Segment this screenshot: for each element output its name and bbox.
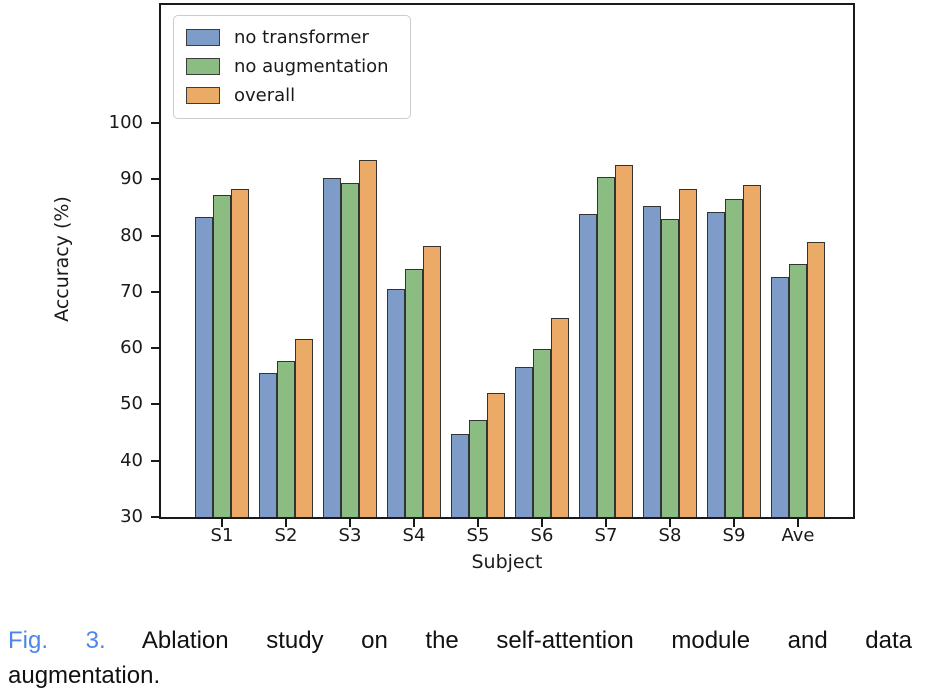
x-tick-mark-S5	[477, 518, 479, 527]
bar-S5-no-transformer	[451, 433, 469, 517]
y-axis-label-text: Accuracy (%)	[51, 196, 73, 322]
bar-S1-overall	[231, 188, 249, 517]
y-tick-label-80: 80	[120, 224, 143, 246]
bar-S3-no-augmentation	[341, 183, 359, 517]
y-tick-mark-100	[151, 122, 160, 125]
bar-S2-no-transformer	[259, 372, 277, 517]
x-tick-label-S5: S5	[466, 525, 490, 546]
caption-line-2: augmentation.	[8, 662, 161, 689]
legend-label: overall	[234, 85, 296, 106]
x-axis-label: Subject	[471, 551, 543, 573]
bar-S5-overall	[487, 392, 505, 517]
bar-S7-no-transformer	[579, 213, 597, 517]
bar-S6-overall	[551, 317, 569, 517]
x-tick-mark-S3	[349, 518, 351, 527]
x-tick-label-S7: S7	[594, 525, 618, 546]
bar-S7-no-augmentation	[597, 177, 615, 517]
legend-label: no augmentation	[234, 56, 389, 77]
figure-number: Fig. 3.	[8, 627, 106, 654]
x-tick-label-S1: S1	[210, 525, 234, 546]
bar-S8-no-augmentation	[661, 219, 679, 517]
x-tick-mark-S1	[221, 518, 223, 527]
bar-Ave-no-transformer	[771, 276, 789, 517]
y-tick-mark-60	[151, 347, 160, 350]
bar-S4-no-augmentation	[405, 268, 423, 517]
bar-S4-overall	[423, 245, 441, 517]
legend-label: no transformer	[234, 27, 369, 48]
x-tick-label-S4: S4	[402, 525, 426, 546]
bar-Ave-overall	[807, 242, 825, 517]
y-tick-mark-80	[151, 234, 160, 237]
bar-S6-no-augmentation	[533, 349, 551, 517]
caption-line-1: Fig. 3. Ablation study on the self-atten…	[8, 623, 912, 658]
x-tick-mark-S6	[541, 518, 543, 527]
x-tick-label-Ave: Ave	[781, 525, 815, 546]
legend-row-no-transformer: no transformer	[186, 23, 398, 52]
x-tick-label-S9: S9	[722, 525, 746, 546]
y-tick-mark-70	[151, 290, 160, 293]
legend-swatch-icon	[186, 87, 220, 104]
legend-row-overall: overall	[186, 81, 398, 110]
y-tick-mark-30	[151, 516, 160, 518]
legend: no transformer no augmentation overall	[173, 15, 411, 119]
legend-row-no-augmentation: no augmentation	[186, 52, 398, 81]
bar-Ave-no-augmentation	[789, 263, 807, 517]
y-tick-label-40: 40	[120, 449, 143, 471]
legend-swatch-icon	[186, 29, 220, 46]
y-tick-label-30: 30	[120, 506, 143, 527]
x-tick-mark-Ave	[797, 518, 799, 527]
x-tick-mark-S7	[605, 518, 607, 527]
x-tick-mark-S4	[413, 518, 415, 527]
legend-swatch-icon	[186, 58, 220, 75]
bar-S1-no-augmentation	[213, 194, 231, 517]
bar-S4-no-transformer	[387, 289, 405, 517]
bar-S8-no-transformer	[643, 206, 661, 517]
bar-S9-no-augmentation	[725, 198, 743, 517]
y-tick-label-90: 90	[120, 168, 143, 190]
plot-area: 100 90 80 70 60 50 40 30 S1 S2 S3 S4 S5 S6 S7 S8 S9 Ave …	[109, 3, 855, 546]
figure-caption: Fig. 3. Ablation study on the self-atten…	[8, 623, 912, 693]
bar-S1-no-transformer	[195, 216, 213, 517]
bar-S9-overall	[743, 185, 761, 517]
x-tick-mark-S2	[285, 518, 287, 527]
bar-S6-no-transformer	[515, 367, 533, 517]
x-tick-label-S2: S2	[274, 525, 298, 546]
caption-text-line1: Ablation study on the self-attention mod…	[141, 627, 912, 654]
bar-S2-overall	[295, 339, 313, 517]
bar-S3-no-transformer	[323, 177, 341, 517]
y-tick-mark-50	[151, 403, 160, 406]
bar-S3-overall	[359, 159, 377, 517]
bar-S8-overall	[679, 188, 697, 517]
y-tick-label-100: 100	[108, 112, 143, 134]
x-tick-mark-S8	[669, 518, 671, 527]
x-tick-label-S3: S3	[338, 525, 362, 546]
y-tick-label-50: 50	[120, 393, 143, 415]
x-tick-label-S8: S8	[658, 525, 682, 546]
x-tick-label-S6: S6	[530, 525, 554, 546]
y-tick-mark-90	[151, 178, 160, 181]
y-tick-label-70: 70	[120, 280, 143, 302]
bar-S5-no-augmentation	[469, 420, 487, 517]
bar-S2-no-augmentation	[277, 360, 295, 517]
x-tick-mark-S9	[733, 518, 735, 527]
bar-S9-no-transformer	[707, 211, 725, 517]
y-tick-mark-40	[151, 459, 160, 462]
bar-S7-overall	[615, 165, 633, 517]
y-tick-label-60: 60	[120, 337, 143, 359]
